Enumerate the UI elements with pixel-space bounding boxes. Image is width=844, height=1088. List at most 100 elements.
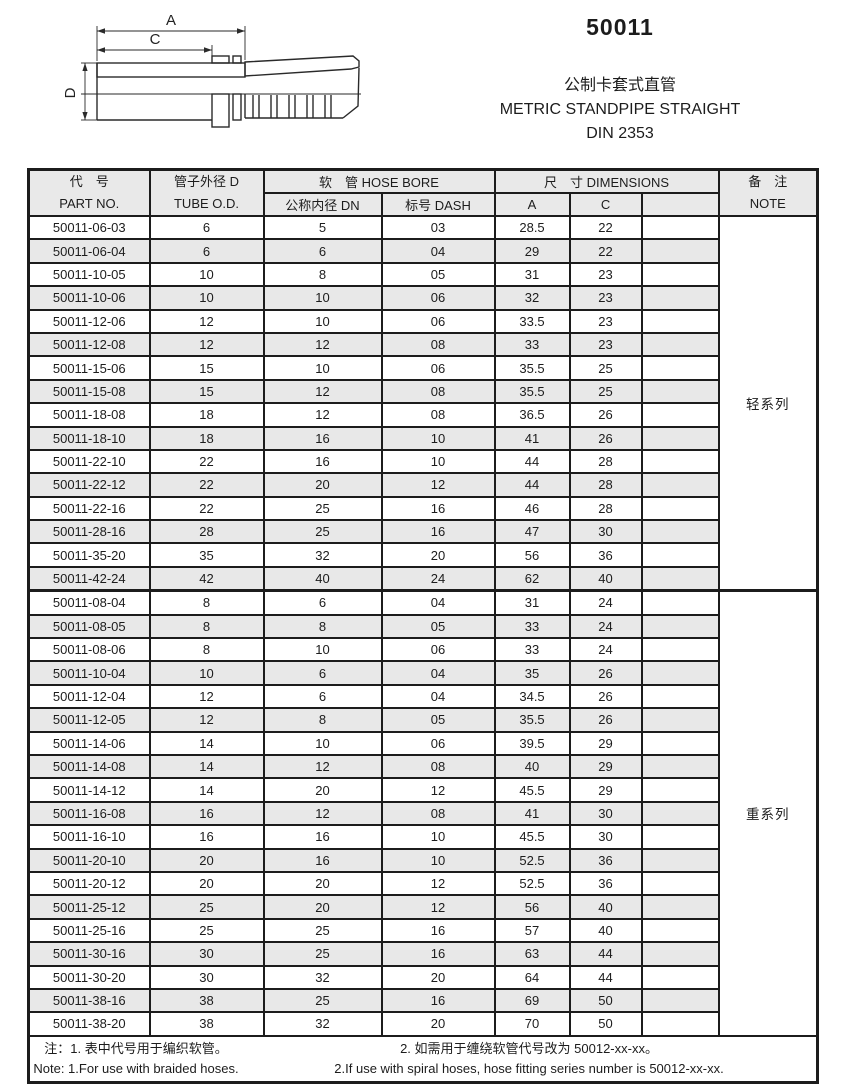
dim-c-cell: 26: [568, 425, 643, 451]
dn-cell: 16: [262, 425, 383, 451]
table-row: 50011-22-16 22 25 16 46 28: [27, 495, 818, 522]
dn-cell: 6: [262, 589, 383, 616]
tube-od-cell: 18: [148, 425, 265, 451]
title-en: METRIC STANDPIPE STRAIGHT: [499, 101, 741, 118]
dn-cell: 40: [262, 565, 383, 592]
dn-cell: 12: [262, 753, 383, 780]
dash-cell: 06: [380, 730, 496, 757]
part-no-cell: 50011-20-12: [27, 870, 151, 897]
dim-a-cell: 44: [493, 448, 571, 475]
dash-cell: 12: [380, 870, 496, 897]
col-header-tube-od: 管子外径 D TUBE O.D.: [148, 168, 265, 217]
part-no-cell: 50011-30-16: [27, 941, 151, 967]
dim-c-cell: 26: [568, 402, 643, 428]
dn-cell: 25: [262, 941, 383, 967]
tube-od-cell: 30: [148, 941, 265, 967]
dim-c-cell: 23: [568, 308, 643, 334]
part-no-cell: 50011-42-24: [27, 565, 151, 592]
part-no-cell: 50011-25-16: [27, 917, 151, 944]
dn-cell: 12: [262, 378, 383, 405]
dash-cell: 16: [380, 917, 496, 944]
table-row: 50011-15-08 15 12 08 35.5 25: [27, 378, 818, 405]
blank-cell: [640, 355, 720, 381]
dash-cell: 10: [380, 824, 496, 850]
part-no-cell: 50011-08-05: [27, 613, 151, 640]
series-note-cell: 轻系列: [717, 215, 819, 592]
dash-cell: 10: [380, 448, 496, 475]
footnote-en-2: 2.If use with spiral hoses, hose fitting…: [334, 1060, 724, 1076]
dim-a-cell: 62: [493, 565, 571, 592]
table-row: 50011-15-06 15 10 06 35.5 25: [27, 355, 818, 381]
part-no-cell: 50011-16-10: [27, 824, 151, 850]
dim-a-cell: 63: [493, 941, 571, 967]
dash-cell: 12: [380, 472, 496, 498]
part-no-cell: 50011-08-04: [27, 589, 151, 616]
dim-a-cell: 70: [493, 1011, 571, 1037]
tube-od-cell: 10: [148, 261, 265, 288]
blank-cell: [640, 425, 720, 451]
col-header-dash: 标号 DASH: [380, 191, 496, 218]
dash-cell: 06: [380, 308, 496, 334]
table-row: 50011-22-12 22 20 12 44 28: [27, 472, 818, 498]
dim-a-cell: 52.5: [493, 847, 571, 873]
dim-c-cell: 30: [568, 519, 643, 545]
part-no-cell: 50011-15-06: [27, 355, 151, 381]
dim-c-cell: 23: [568, 261, 643, 288]
table-header: 代 号 PART NO. 管子外径 D TUBE O.D. 软 管 HOSE B…: [27, 168, 819, 218]
dn-cell: 10: [262, 308, 383, 334]
dim-a-cell: 39.5: [493, 730, 571, 757]
part-no-cell: 50011-30-20: [27, 964, 151, 990]
dn-cell: 20: [262, 894, 383, 920]
col-header-hose-bore: 软 管 HOSE BORE: [262, 168, 496, 194]
dash-cell: 05: [380, 261, 496, 288]
dn-cell: 5: [262, 214, 383, 241]
dim-c-cell: 29: [568, 777, 643, 803]
dim-a-cell: 46: [493, 495, 571, 522]
tube-od-cell: 20: [148, 870, 265, 897]
dn-cell: 32: [262, 1011, 383, 1037]
dash-cell: 16: [380, 941, 496, 967]
dim-a-cell: 35.5: [493, 378, 571, 405]
dim-c-cell: 24: [568, 613, 643, 640]
table-row: 50011-06-04 6 6 04 29 22: [27, 238, 818, 264]
table-row: 50011-20-12 20 20 12 52.5 36: [27, 870, 818, 897]
footnote-cn-2: 2. 如需用于缠绕软管代号改为 50012-xx-xx。: [400, 1040, 658, 1056]
table-row: 50011-06-03 6 5 03 28.5 22 轻系列: [27, 214, 819, 592]
dim-c-cell: 28: [568, 472, 643, 498]
dn-cell: 20: [262, 870, 383, 897]
tube-od-cell: 38: [148, 987, 265, 1014]
dn-cell: 12: [262, 331, 383, 358]
tube-od-cell: 12: [148, 707, 265, 733]
tube-od-cell: 20: [148, 847, 265, 873]
dim-c-cell: 24: [568, 589, 643, 616]
dn-cell: 10: [262, 730, 383, 757]
blank-cell: [640, 894, 720, 920]
table-row: 50011-08-04 8 6 04 31 24 重系列: [27, 589, 819, 1037]
part-no-cell: 50011-38-16: [27, 987, 151, 1014]
table-row: 50011-08-05 8 8 05 33 24: [27, 613, 818, 640]
dim-c-cell: 28: [568, 448, 643, 475]
dim-c-cell: 40: [568, 894, 643, 920]
dn-cell: 8: [262, 707, 383, 733]
dash-cell: 20: [380, 542, 496, 568]
dim-a-cell: 31: [493, 261, 571, 288]
dash-cell: 20: [380, 1011, 496, 1037]
col-header-tube-en: TUBE O.D.: [173, 196, 239, 211]
table-row: 50011-08-06 8 10 06 33 24: [27, 637, 818, 663]
tube-od-cell: 8: [148, 589, 265, 616]
dash-cell: 08: [380, 402, 496, 428]
table-row: 50011-12-05 12 8 05 35.5 26: [27, 707, 818, 733]
tube-od-cell: 12: [148, 683, 265, 710]
tube-od-cell: 16: [148, 824, 265, 850]
dim-c-cell: 24: [568, 637, 643, 663]
part-no-cell: 50011-10-04: [27, 660, 151, 686]
dim-c-cell: 36: [568, 870, 643, 897]
dn-cell: 10: [262, 285, 383, 311]
table-row: 50011-16-08 16 12 08 41 30: [27, 800, 818, 827]
blank-cell: [640, 402, 720, 428]
part-no-cell: 50011-35-20: [27, 542, 151, 568]
dim-a-cell: 36.5: [493, 402, 571, 428]
dn-cell: 25: [262, 495, 383, 522]
part-no-cell: 50011-38-20: [27, 1011, 151, 1037]
blank-cell: [640, 847, 720, 873]
